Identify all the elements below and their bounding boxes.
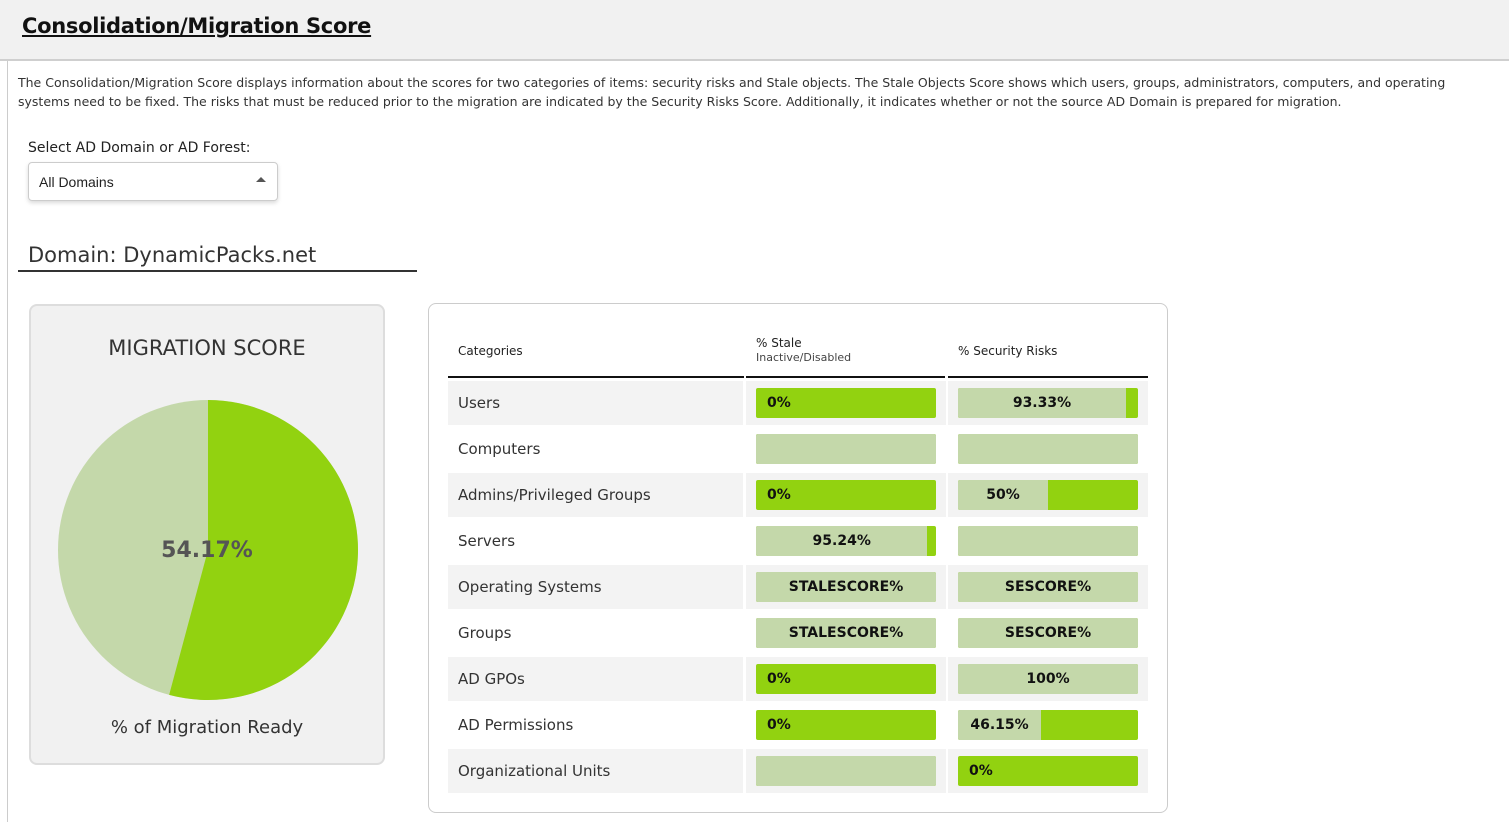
caret-up-icon <box>256 177 266 182</box>
stale-bar-light <box>756 756 936 786</box>
stale-progress-bar: STALESCORE% <box>756 618 936 648</box>
stale-cell: 0% <box>746 657 946 701</box>
domain-heading: Domain: DynamicPacks.net <box>18 243 417 272</box>
stale-progress-bar <box>756 434 936 464</box>
left-border <box>7 61 8 822</box>
stale-cell: STALESCORE% <box>746 611 946 655</box>
table-row: Organizational Units 0% <box>448 749 1148 793</box>
security-cell <box>948 519 1148 563</box>
stale-progress-bar: 0% <box>756 480 936 510</box>
stale-cell: 0% <box>746 473 946 517</box>
security-progress-bar: 46.15% <box>958 710 1138 740</box>
category-label: Admins/Privileged Groups <box>448 473 743 517</box>
security-cell: 50% <box>948 473 1148 517</box>
category-label: Operating Systems <box>448 565 743 609</box>
scores-table: Categories % Stale Inactive/Disabled % Se… <box>428 303 1168 813</box>
stale-bar-light: 95.24% <box>756 526 928 556</box>
security-bar-light: 50% <box>958 480 1048 510</box>
security-progress-bar: SESCORE% <box>958 618 1138 648</box>
selector-label: Select AD Domain or AD Forest: <box>28 140 251 156</box>
category-label: Users <box>448 381 743 425</box>
table-row: AD GPOs 0% 100% <box>448 657 1148 701</box>
domain-select[interactable]: All Domains <box>28 162 278 201</box>
category-label: Groups <box>448 611 743 655</box>
table-row: Operating Systems STALESCORE% SESCORE% <box>448 565 1148 609</box>
stale-bar-label: 0% <box>767 487 791 503</box>
security-cell <box>948 427 1148 471</box>
category-label: AD Permissions <box>448 703 743 747</box>
table-row: Users 0% 93.33% <box>448 381 1148 425</box>
security-cell: 100% <box>948 657 1148 701</box>
stale-progress-bar: 0% <box>756 664 936 694</box>
page-description: The Consolidation/Migration Score displa… <box>18 75 1446 109</box>
security-bar-light: 100% <box>958 664 1138 694</box>
security-progress-bar <box>958 434 1138 464</box>
stale-cell <box>746 427 946 471</box>
stale-progress-bar: 0% <box>756 388 936 418</box>
header-categories: Categories <box>448 331 744 378</box>
header-stale: % Stale Inactive/Disabled <box>746 331 945 378</box>
stale-cell: STALESCORE% <box>746 565 946 609</box>
table-row: AD Permissions 0% 46.15% <box>448 703 1148 747</box>
security-progress-bar: 100% <box>958 664 1138 694</box>
score-pie <box>58 400 358 700</box>
security-progress-bar: SESCORE% <box>958 572 1138 602</box>
page-header: Consolidation/Migration Score <box>0 0 1509 61</box>
stale-bar-light <box>756 434 936 464</box>
stale-bar-light: STALESCORE% <box>756 572 936 602</box>
score-caption: % of Migration Ready <box>110 717 304 738</box>
stale-bar-label: 0% <box>767 717 791 733</box>
category-label: Organizational Units <box>448 749 743 793</box>
stale-progress-bar: 0% <box>756 710 936 740</box>
security-bar-light <box>958 434 1138 464</box>
stale-bar-light: STALESCORE% <box>756 618 936 648</box>
stale-progress-bar: 95.24% <box>756 526 936 556</box>
security-progress-bar <box>958 526 1138 556</box>
security-cell: 46.15% <box>948 703 1148 747</box>
security-cell: 0% <box>948 749 1148 793</box>
pie-slice-ready <box>169 400 358 700</box>
security-cell: 93.33% <box>948 381 1148 425</box>
stale-progress-bar: STALESCORE% <box>756 572 936 602</box>
security-cell: SESCORE% <box>948 565 1148 609</box>
security-progress-bar: 0% <box>958 756 1138 786</box>
table-row: Groups STALESCORE% SESCORE% <box>448 611 1148 655</box>
migration-score-card: MIGRATION SCORE 54.17% % of Migration Re… <box>29 304 385 765</box>
stale-cell: 0% <box>746 381 946 425</box>
category-label: Computers <box>448 427 743 471</box>
security-cell: SESCORE% <box>948 611 1148 655</box>
table-row: Computers <box>448 427 1148 471</box>
stale-cell: 0% <box>746 703 946 747</box>
stale-cell: 95.24% <box>746 519 946 563</box>
score-title: MIGRATION SCORE <box>108 336 306 360</box>
stale-cell <box>746 749 946 793</box>
stale-bar-label: 0% <box>767 671 791 687</box>
domain-selector: Select AD Domain or AD Forest: All Domai… <box>28 140 278 201</box>
security-progress-bar: 50% <box>958 480 1138 510</box>
score-value: 54.17% <box>161 538 253 563</box>
security-bar-light: 46.15% <box>958 710 1042 740</box>
security-progress-bar: 93.33% <box>958 388 1138 418</box>
security-bar-light: 93.33% <box>958 388 1126 418</box>
header-security: % Security Risks <box>948 331 1148 378</box>
stale-progress-bar <box>756 756 936 786</box>
category-label: Servers <box>448 519 743 563</box>
category-label: AD GPOs <box>448 657 743 701</box>
security-bar-light: SESCORE% <box>958 572 1138 602</box>
security-bar-label: 0% <box>969 763 993 779</box>
stale-bar-label: 0% <box>767 395 791 411</box>
security-bar-light: SESCORE% <box>958 618 1138 648</box>
table-row: Servers 95.24% <box>448 519 1148 563</box>
select-value: All Domains <box>39 174 114 190</box>
page-title: Consolidation/Migration Score <box>22 14 372 38</box>
table-row: Admins/Privileged Groups 0% 50% <box>448 473 1148 517</box>
security-bar-light <box>958 526 1138 556</box>
